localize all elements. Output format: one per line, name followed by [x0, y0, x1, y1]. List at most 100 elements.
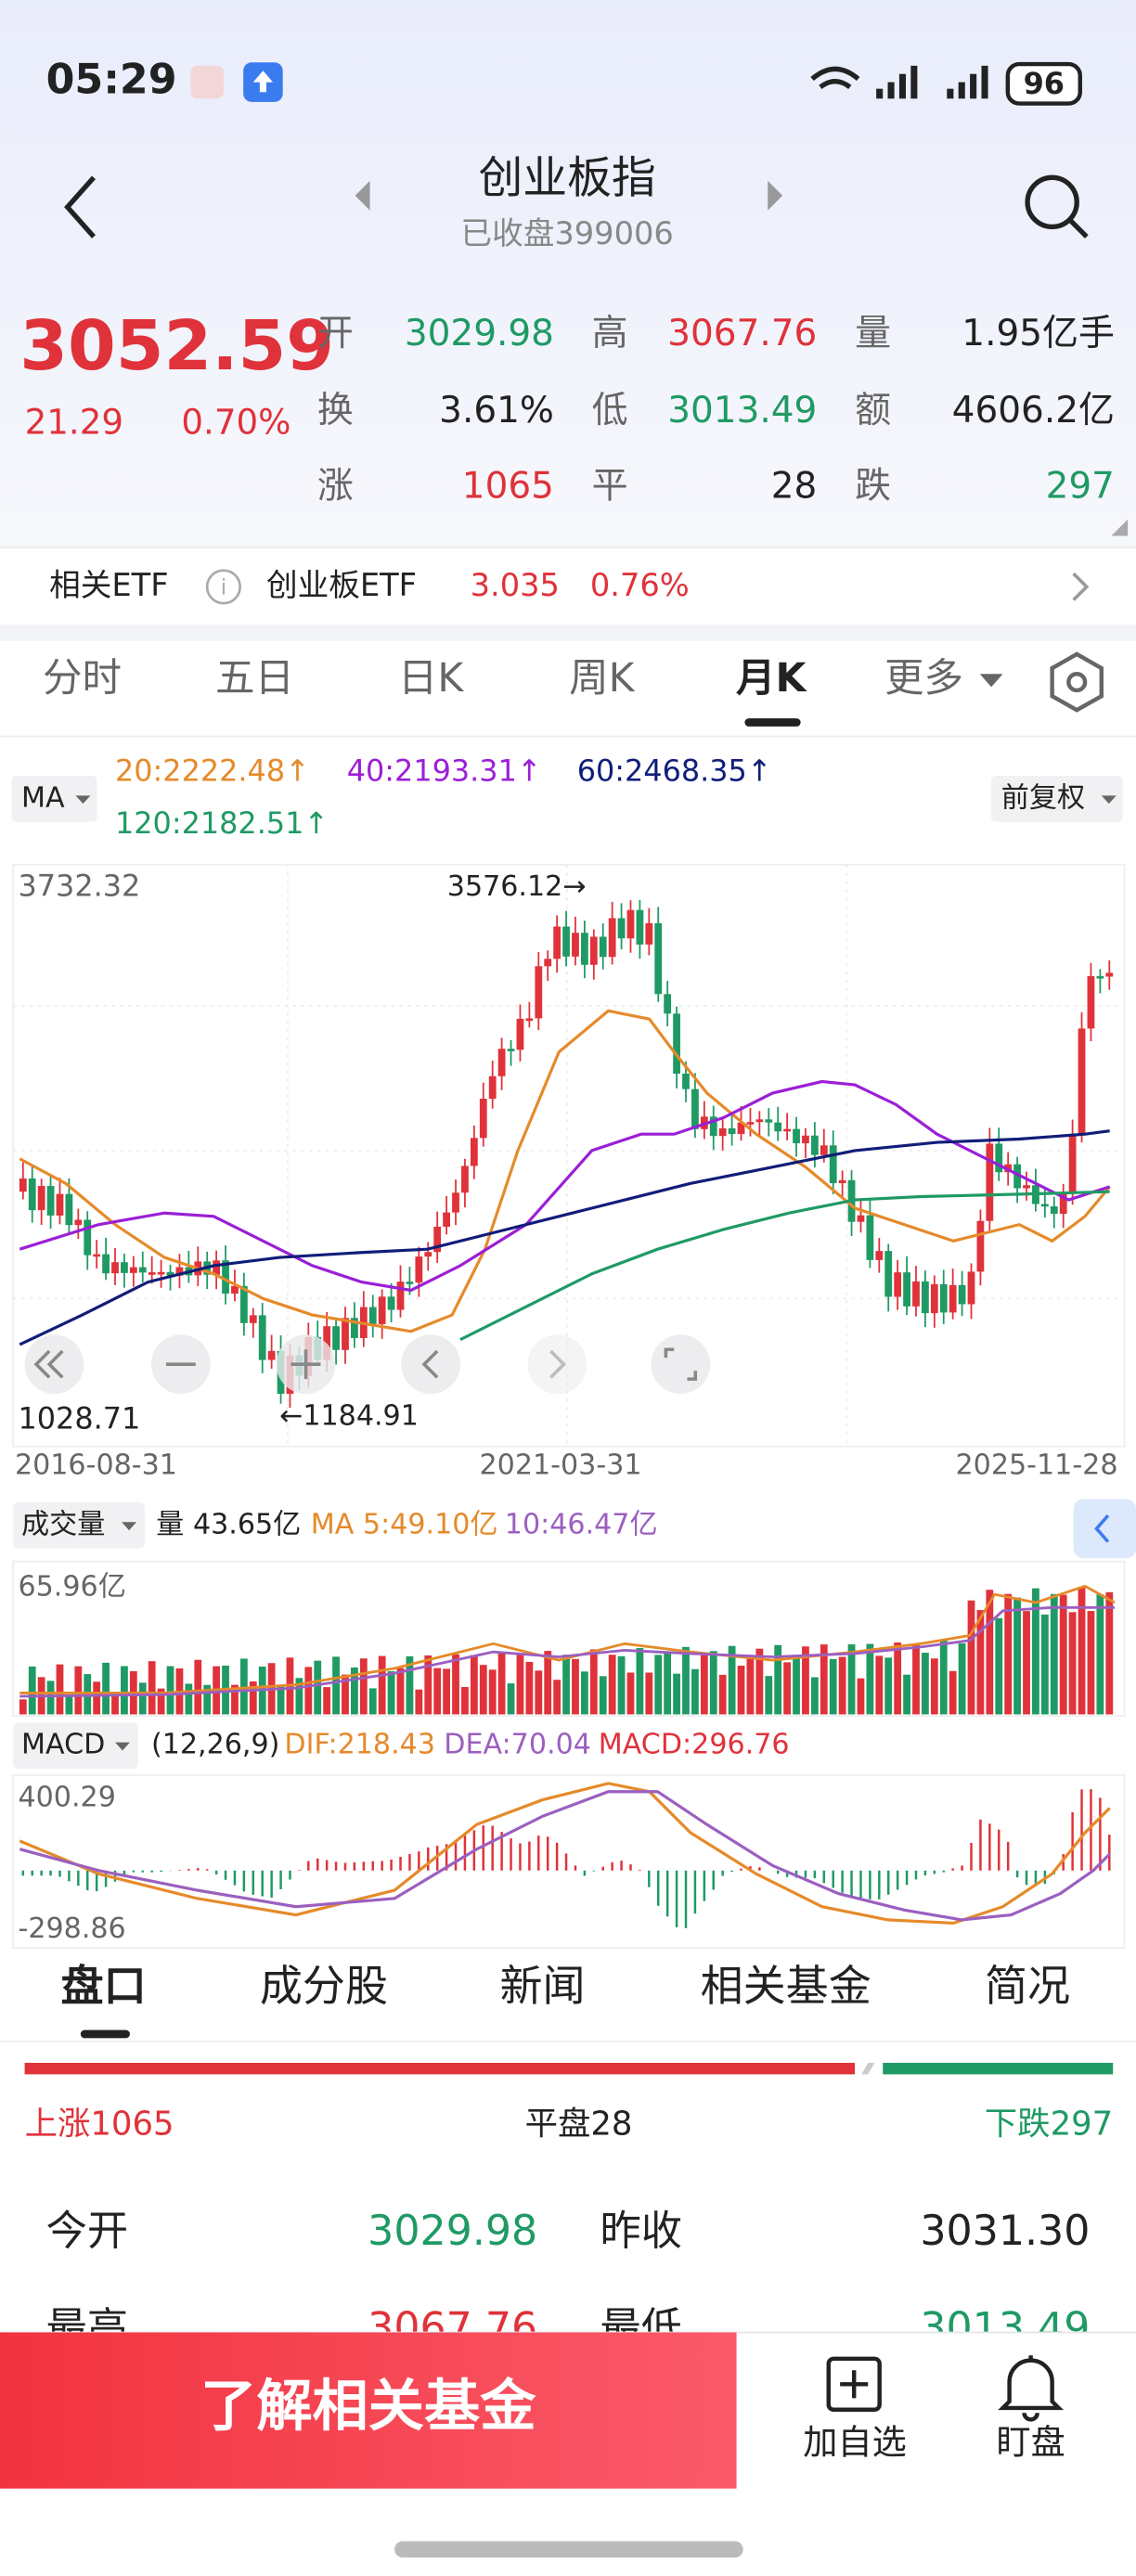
change-percent: 0.70% — [181, 401, 290, 442]
chart-controls — [24, 1334, 711, 1395]
candle — [1059, 1193, 1067, 1214]
volume-bar — [857, 1678, 865, 1715]
candle — [580, 933, 588, 965]
breadth-down-bar — [883, 2062, 1114, 2075]
detail-label: 昨收 — [600, 2208, 683, 2255]
candle — [213, 1260, 221, 1275]
candle — [765, 1119, 773, 1123]
zoom-left[interactable] — [24, 1334, 84, 1395]
candle — [121, 1262, 128, 1273]
ma-button[interactable] — [11, 776, 97, 822]
candle — [249, 1315, 257, 1323]
candle — [157, 1271, 165, 1275]
bottom-tab[interactable]: 简况 — [985, 1961, 1070, 2011]
back-button[interactable] — [64, 175, 96, 238]
axis-max: 3732.32 — [18, 869, 140, 904]
candle — [718, 1127, 727, 1137]
ma-item: 40:2193.31↑ — [347, 753, 542, 789]
candle — [138, 1267, 147, 1273]
volume-bar — [673, 1673, 680, 1715]
date-label: 2021-03-31 — [480, 1449, 642, 1482]
volume-bar — [452, 1654, 459, 1715]
breadth-up: 上涨1065 — [25, 2105, 174, 2143]
candle — [166, 1271, 174, 1276]
volume-bar — [74, 1666, 83, 1715]
volume-bar — [774, 1644, 782, 1715]
candle — [84, 1219, 92, 1256]
candle — [175, 1267, 184, 1276]
action-label[interactable]: 加自选 — [803, 2421, 907, 2462]
volume-bar — [396, 1668, 405, 1715]
candle — [829, 1145, 837, 1184]
volume-bar — [922, 1653, 929, 1715]
volume-bar — [1013, 1597, 1021, 1715]
candle — [774, 1122, 782, 1132]
macd-min: -298.86 — [18, 1913, 125, 1945]
volume-bar — [406, 1655, 414, 1715]
candle — [930, 1283, 938, 1314]
volume-bar — [580, 1671, 588, 1715]
ma-item: 120:2182.51↑ — [115, 805, 329, 841]
volume-bar — [884, 1657, 893, 1715]
prev-index[interactable] — [355, 180, 370, 211]
volume-bar — [562, 1655, 570, 1715]
candle — [608, 918, 616, 958]
candle — [525, 1018, 534, 1022]
candle — [1040, 1204, 1049, 1207]
action-label[interactable]: 盯盘 — [996, 2421, 1065, 2462]
candle — [332, 1326, 340, 1350]
volume-bar — [820, 1644, 828, 1715]
high-annotation: 3576.12→ — [447, 870, 587, 903]
volume-bar — [342, 1674, 349, 1715]
move-right[interactable] — [527, 1334, 587, 1395]
adjust-button[interactable] — [991, 776, 1123, 822]
bottom-tab-active[interactable]: 盘口 — [61, 1961, 147, 2011]
candle — [74, 1219, 83, 1226]
fullscreen[interactable] — [651, 1334, 711, 1395]
field-value: 3029.98 — [405, 313, 554, 354]
ma-item: 20:2222.48↑ — [115, 753, 310, 789]
cta-button[interactable] — [0, 2332, 737, 2489]
volume-bar — [102, 1662, 110, 1715]
low-annotation: ←1184.91 — [279, 1399, 419, 1432]
candle — [857, 1215, 865, 1222]
volume-bar — [1078, 1587, 1086, 1715]
search-button[interactable] — [1025, 174, 1089, 238]
macd-button[interactable] — [13, 1722, 138, 1769]
settings-button[interactable] — [1050, 651, 1104, 713]
candle — [102, 1254, 110, 1274]
volume-bar — [239, 1658, 248, 1715]
candle — [544, 959, 552, 967]
volume-bar — [838, 1656, 846, 1715]
candle — [810, 1135, 819, 1155]
next-index[interactable] — [768, 180, 783, 211]
move-left[interactable] — [401, 1334, 460, 1395]
volume-bar — [148, 1661, 156, 1715]
candles — [19, 899, 1114, 1408]
etf-row[interactable]: 相关ETF i 创业板ETF 3.035 0.76% — [49, 567, 1090, 605]
bottom-tab[interactable]: 新闻 — [499, 1961, 585, 2011]
tab-active[interactable]: 月K — [736, 656, 808, 702]
volume-bar — [875, 1655, 884, 1715]
candle — [664, 994, 672, 1014]
candle — [682, 1074, 690, 1089]
candle — [894, 1272, 902, 1297]
tab[interactable]: 周K — [569, 656, 636, 702]
candle — [28, 1178, 36, 1211]
bottom-tab[interactable]: 成分股 — [260, 1961, 388, 2011]
watch-icon[interactable] — [998, 2355, 1065, 2422]
tab[interactable]: 更多 — [884, 656, 963, 702]
volume-bar — [976, 1610, 985, 1715]
tab[interactable]: 分时 — [43, 656, 122, 702]
bottom-tab[interactable]: 相关基金 — [701, 1961, 871, 2011]
field-label: 开 — [317, 313, 354, 354]
volume-bar — [894, 1642, 902, 1715]
tab[interactable]: 日K — [398, 656, 465, 702]
collapse-button[interactable] — [1073, 1499, 1136, 1559]
candle — [939, 1283, 948, 1313]
tab[interactable]: 五日 — [215, 656, 294, 702]
add-watch-icon[interactable] — [826, 2356, 882, 2412]
volume-bar — [636, 1648, 644, 1715]
volume-button[interactable] — [13, 1501, 145, 1549]
